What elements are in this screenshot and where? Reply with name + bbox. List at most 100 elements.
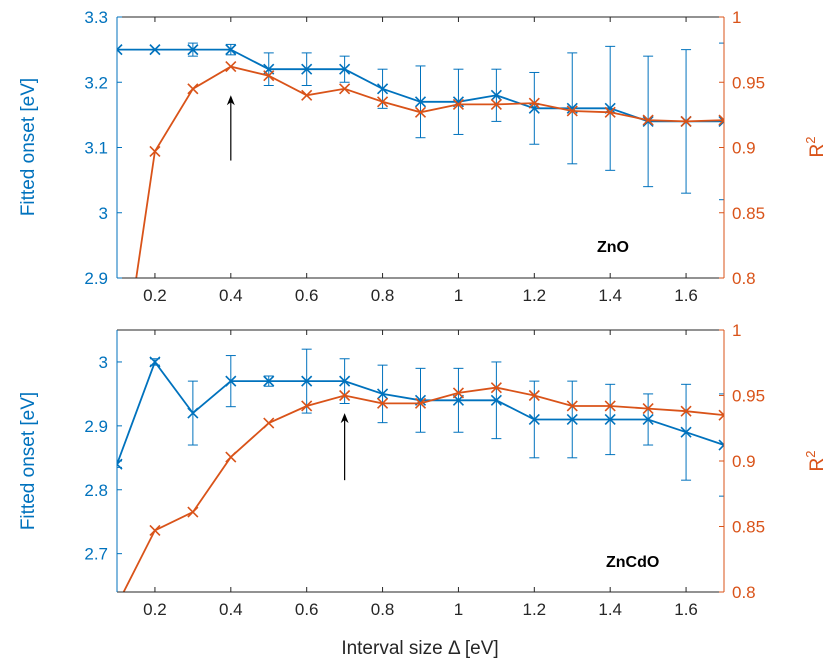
data-point <box>301 400 313 412</box>
x-tick-label: 1.2 <box>522 600 546 619</box>
data-point <box>680 405 692 417</box>
data-point <box>149 524 161 536</box>
data-point <box>339 83 351 95</box>
data-point <box>187 506 199 518</box>
data-point <box>718 115 724 127</box>
data-point <box>528 389 540 402</box>
y-tick-label-right: 0.95 <box>732 73 765 92</box>
y-axis-title-left: Fitted onset [eV] <box>18 78 39 216</box>
panel-zncdo: 0.2 0.4 0.6 0.8 1 1.2 1.4 1.6 2.7 2.8 2.9 3 0.8 0.85 0… <box>18 321 828 619</box>
data-point <box>642 403 654 415</box>
x-axis-title: Interval size Δ [eV] <box>341 638 498 659</box>
data-point <box>680 115 692 127</box>
y-tick-label-right: 0.9 <box>732 452 756 471</box>
data-point <box>642 114 654 126</box>
x-tick-label: 1.2 <box>522 286 546 305</box>
data-point <box>414 397 427 409</box>
series-r-squared <box>112 382 724 610</box>
data-point <box>528 102 540 114</box>
x-tick-label: 1.4 <box>598 286 622 305</box>
data-point <box>263 417 275 429</box>
data-point <box>225 44 237 56</box>
data-point <box>642 115 654 127</box>
data-point <box>490 382 502 394</box>
data-point <box>301 63 313 75</box>
data-point <box>301 375 313 387</box>
y-tick-label-right: 1 <box>732 321 741 340</box>
series-fitted-onset <box>117 42 724 201</box>
data-point <box>339 63 351 75</box>
data-point <box>604 106 616 118</box>
panel-zno: 0.2 0.4 0.6 0.8 1 1.2 1.4 1.6 2.9 3 3.1 3.2 3.3 0.8 0.… <box>18 8 828 305</box>
data-point <box>225 61 237 73</box>
y-tick-label-left: 2.9 <box>84 417 108 436</box>
x-tick-label: 0.2 <box>143 286 167 305</box>
data-point <box>452 98 465 111</box>
data-point <box>149 145 161 157</box>
y-axis-title-right: R2 <box>803 451 828 472</box>
y-tick-label-left: 2.9 <box>84 269 108 288</box>
y-tick-label-right: 0.9 <box>732 139 756 158</box>
data-point <box>718 114 724 126</box>
y-tick-label-left: 3.2 <box>84 73 108 92</box>
x-tick-label: 0.6 <box>295 286 319 305</box>
series-fitted-onset <box>117 348 724 497</box>
x-tick-label: 1.4 <box>598 600 622 619</box>
data-point <box>117 458 123 470</box>
x-tick-label: 0.2 <box>143 600 167 619</box>
data-point <box>642 413 654 426</box>
data-point <box>225 451 237 463</box>
data-point <box>604 413 616 426</box>
data-point <box>528 97 540 109</box>
y-tick-label-right: 0.8 <box>732 269 756 288</box>
data-point <box>490 394 502 406</box>
y-tick-label-right: 0.85 <box>732 204 765 223</box>
data-point <box>187 44 199 56</box>
data-point <box>339 375 351 387</box>
data-point <box>490 89 502 101</box>
data-point <box>718 409 724 421</box>
data-point <box>187 83 199 95</box>
data-point <box>604 400 616 412</box>
y-tick-label-left: 3.1 <box>84 139 108 158</box>
data-point <box>149 356 161 368</box>
data-point <box>490 98 502 111</box>
data-point <box>566 400 578 412</box>
data-point <box>376 96 389 108</box>
x-tick-label: 1.6 <box>674 286 698 305</box>
x-tick-label: 0.8 <box>371 600 395 619</box>
y-axis-title-right: R2 <box>803 137 828 158</box>
y-tick-label-right: 0.95 <box>732 387 765 406</box>
data-point <box>452 387 465 399</box>
data-point <box>566 105 578 117</box>
data-point <box>339 389 351 402</box>
data-point <box>112 600 122 610</box>
series-r-squared <box>135 61 724 278</box>
data-point <box>376 397 389 409</box>
y-tick-label-left: 2.8 <box>84 481 108 500</box>
data-point <box>117 44 123 56</box>
sample-label: ZnCdO <box>606 554 659 571</box>
x-tick-label: 0.8 <box>371 286 395 305</box>
x-tick-label: 1.6 <box>674 600 698 619</box>
data-point <box>225 375 237 387</box>
data-point <box>414 106 427 118</box>
y-tick-label-left: 3 <box>99 204 108 223</box>
y-tick-label-right: 0.8 <box>732 583 756 602</box>
data-point <box>680 426 692 438</box>
plot-area <box>117 17 724 278</box>
data-point <box>566 413 578 426</box>
y-tick-label-left: 3 <box>99 353 108 372</box>
data-point <box>376 83 389 95</box>
y-axis-title-left: Fitted onset [eV] <box>18 392 39 530</box>
data-point <box>263 375 275 387</box>
data-point <box>414 96 427 108</box>
x-tick-label: 0.6 <box>295 600 319 619</box>
x-tick-label: 1 <box>454 600 463 619</box>
x-tick-label: 1 <box>454 286 463 305</box>
x-tick-label: 0.4 <box>219 600 243 619</box>
y-tick-label-left: 3.3 <box>84 8 108 27</box>
y-tick-label-right: 0.85 <box>732 518 765 537</box>
y-tick-label-right: 1 <box>732 8 741 27</box>
